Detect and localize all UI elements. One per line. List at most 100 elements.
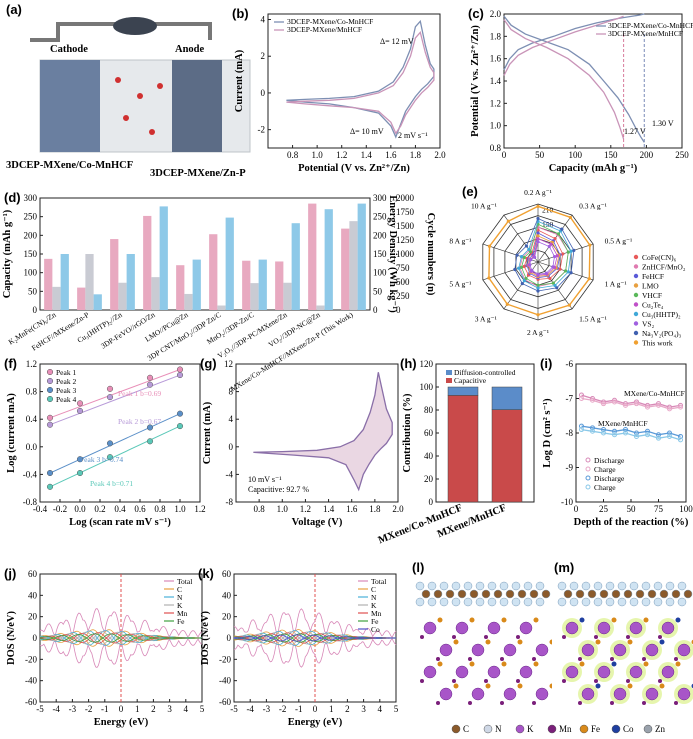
- radar-point: [519, 255, 524, 259]
- legend-entry: 3DCEP-MXene/Co-MnHCF: [287, 17, 373, 26]
- n-atom: [641, 597, 651, 607]
- x-tick-label: 5: [394, 704, 399, 714]
- n-atom: [581, 597, 591, 607]
- k-atom: [629, 665, 643, 679]
- radar-point: [530, 268, 534, 273]
- x-tick-label: 0.2: [94, 504, 105, 514]
- y-tick-label: 100: [420, 382, 434, 392]
- legend-entry: Na₃V₂(PO₄)₃: [642, 329, 682, 338]
- c-atom: [517, 589, 527, 599]
- y-tick-label: -20: [25, 654, 37, 664]
- x-axis-label: Energy (eV): [94, 717, 149, 728]
- y-tick-label: 12: [224, 359, 233, 369]
- x-tick-label: -0.4: [33, 504, 48, 514]
- cv-curve: [286, 31, 435, 135]
- x-tick-label: 0.8: [154, 504, 166, 514]
- x-tick-label: 0: [574, 504, 579, 514]
- k-atom: [581, 643, 595, 657]
- legend-entry: Mn: [177, 609, 188, 618]
- y-tick-label: 8: [229, 387, 234, 397]
- bar-cycle-numbers: [291, 223, 300, 310]
- mn-atom: [658, 679, 662, 683]
- metal-atom: [501, 617, 507, 623]
- bar-capacity: [110, 239, 119, 310]
- radar-point: [547, 244, 551, 249]
- mn-atom: [658, 635, 662, 639]
- radar-point: [536, 231, 540, 235]
- y-tick-label: 20: [28, 612, 38, 622]
- y-axis-label: Log (current mA): [6, 393, 17, 473]
- dos-spin-down: [39, 638, 203, 669]
- k-atom: [613, 643, 627, 657]
- atom-swatch: [611, 724, 621, 734]
- c-atom: [529, 589, 539, 599]
- x-tick-label: 100: [568, 150, 582, 160]
- y2-tick-label: 50: [373, 286, 383, 296]
- mn-atom: [532, 657, 536, 661]
- panel-a-label: (a): [6, 2, 22, 17]
- y-tick-label: 1.6: [490, 54, 502, 64]
- k-atom: [423, 621, 437, 635]
- x-axis-label: Potential (V vs. Zn²⁺/Zn): [298, 163, 410, 174]
- legend-entry: This work: [642, 339, 673, 348]
- x-tick-label: -5: [36, 704, 44, 714]
- legend-entry: Charge: [594, 465, 616, 474]
- chart-g: (g) 0.8 1.0 1.2 1.4 1.6 1.8 2.0 -8 -4 0 4 8 12 Voltage…: [200, 356, 404, 528]
- x-tick-label: -4: [52, 704, 60, 714]
- gcd-curve: [503, 19, 625, 140]
- y-tick-label: 40: [222, 590, 232, 600]
- y-tick-label: 4: [261, 15, 266, 25]
- radar-point: [588, 243, 592, 247]
- k-atom: [677, 687, 691, 701]
- x-tick-label: 1.4: [361, 150, 373, 160]
- c-atom: [659, 589, 669, 599]
- radar-point: [532, 255, 537, 259]
- y-tick-label: -8: [226, 497, 234, 507]
- radar-point: [505, 302, 509, 306]
- y-tick-label: -10: [561, 497, 573, 507]
- radar-axis-label: 10 A g⁻¹: [471, 201, 497, 210]
- y3-tick-label: 2000: [396, 193, 415, 203]
- n-atom: [475, 581, 485, 591]
- plot-frame: [235, 363, 399, 503]
- panel-label: (e): [462, 184, 478, 199]
- y-tick-label: -40: [25, 676, 37, 686]
- y-tick-label: 200: [24, 230, 38, 240]
- metal-atom: [437, 661, 443, 667]
- x-tick-label: -2: [279, 704, 287, 714]
- y-tick-label: 20: [222, 612, 232, 622]
- k-atom: [581, 687, 595, 701]
- radar-point: [551, 265, 555, 269]
- k-atom: [423, 665, 437, 679]
- radar-point: [528, 263, 532, 267]
- c-atom: [457, 589, 467, 599]
- chart-b: (b) 0.8 1.0 1.2 1.4 1.6 1.8 2.0 -2 0 2 4 Potential (…: [232, 6, 446, 174]
- metal-atom: [533, 661, 539, 667]
- mn-atom: [420, 679, 424, 683]
- y-axis-label: Potential (V vs. Zn²⁺/Zn): [470, 25, 481, 137]
- n-atom: [569, 597, 579, 607]
- annotation: Δ= 12 mV: [380, 37, 414, 46]
- x-tick-label: -4: [246, 704, 254, 714]
- data-point: [612, 428, 617, 434]
- ion-dot: [149, 129, 155, 135]
- bar-capacity: [275, 261, 284, 310]
- x-tick-label: 4: [184, 704, 189, 714]
- y-tick-label: 0: [261, 88, 266, 98]
- fit-line: [49, 425, 181, 488]
- legend-entry: N: [371, 593, 377, 602]
- x-tick-label: 1.2: [194, 504, 205, 514]
- cv-curve: [253, 372, 393, 492]
- x-tick-label: 75: [654, 504, 664, 514]
- x-tick-label: 1.2: [300, 504, 311, 514]
- k-atom: [503, 687, 517, 701]
- metal-atom: [533, 617, 539, 623]
- y-axis-label: Capacity (mAh g⁻¹): [2, 209, 13, 298]
- legend-entry: Cu₂Te₄: [642, 301, 664, 310]
- y-tick-label: 1.8: [490, 31, 502, 41]
- radar-point: [513, 267, 517, 272]
- y-axis-label: DOS (N/eV): [6, 611, 17, 665]
- legend-entry: Peak 3: [56, 386, 76, 395]
- legend-swatch: [633, 273, 639, 279]
- y2-tick-label: 0: [373, 305, 378, 315]
